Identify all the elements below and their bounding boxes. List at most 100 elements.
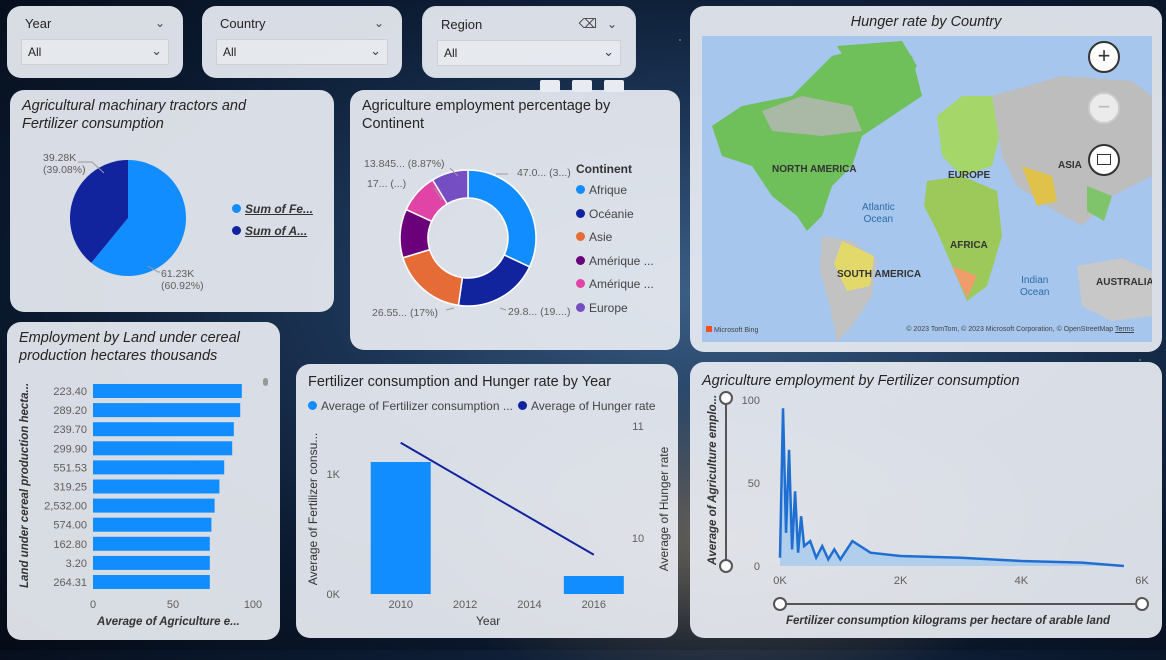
x-tick-label: 0 — [90, 599, 96, 611]
leader-line — [78, 161, 105, 174]
bing-logo: Microsoft Bing — [706, 326, 758, 334]
region-dropdown[interactable]: All ⌄ — [437, 40, 621, 66]
y-tick-label: 50 — [748, 478, 760, 490]
x-zoom-slider-handle-right[interactable] — [1135, 597, 1149, 611]
legend-label: Afrique — [589, 183, 628, 197]
label-australia: AUSTRALIA — [1096, 277, 1152, 288]
legend-item[interactable]: Amérique ... — [576, 277, 654, 291]
title-line-2: Continent — [362, 116, 425, 132]
title-line-1: Employment by Land under cereal — [19, 330, 240, 346]
legend-item[interactable]: Asie — [576, 230, 612, 244]
chevron-down-icon[interactable]: ⌄ — [154, 16, 165, 30]
area-line[interactable] — [778, 408, 1124, 568]
y-right-tick-label: 11 — [632, 421, 643, 433]
select-area-button[interactable] — [1088, 144, 1120, 176]
canada-shape[interactable] — [762, 96, 862, 136]
year-dropdown[interactable]: All ⌄ — [21, 39, 169, 65]
filter-icon[interactable] — [540, 80, 560, 92]
hunger-rate-line[interactable] — [400, 441, 595, 556]
donut-chart[interactable] — [350, 90, 680, 350]
leader-line — [449, 167, 459, 177]
pie-slice-fertilizer[interactable] — [91, 160, 186, 276]
map-copyright-text: © 2023 TomTom, © 2023 Microsoft Corporat… — [906, 326, 1114, 333]
donut-slice[interactable] — [431, 169, 469, 205]
north-america-shape[interactable] — [712, 46, 922, 231]
legend-item[interactable]: Amérique ... — [576, 254, 654, 268]
land-bar-chart[interactable]: 223.40 289.20 239.70 299.90 551.53 319.25 2,53… — [7, 322, 280, 640]
legend-item[interactable]: Océanie — [576, 207, 634, 221]
legend-item-fertilizer[interactable]: Sum of Fe... — [232, 202, 313, 216]
zoom-out-button[interactable]: − — [1088, 92, 1120, 124]
legend-item-hunger[interactable]: Average of Hunger rate — [518, 399, 656, 413]
year-dropdown-value: All — [28, 45, 42, 59]
country-slicer: Country ⌄ All ⌄ — [202, 6, 402, 78]
donut-slice[interactable] — [457, 253, 531, 307]
donut-label-asie: 26.55... (17%) — [372, 307, 438, 319]
bar[interactable] — [93, 498, 215, 513]
legend-item-fertilizer[interactable]: Average of Fertilizer consumption ... — [308, 399, 513, 413]
chevron-down-icon[interactable]: ⌄ — [373, 16, 384, 30]
zoom-in-button[interactable]: + — [1088, 41, 1120, 73]
bar[interactable] — [93, 384, 242, 398]
label-asia: ASIA — [1058, 160, 1082, 171]
label-atlantic: Atlantic Ocean — [862, 202, 895, 226]
asia-east-shape[interactable] — [1087, 186, 1112, 221]
more-options-icon[interactable] — [604, 80, 624, 92]
greenland-shape[interactable] — [837, 41, 917, 96]
focus-mode-icon[interactable] — [572, 80, 592, 92]
asia-shape[interactable] — [992, 76, 1152, 226]
label-indian-line-1: Indian — [1021, 275, 1049, 286]
leader-line — [147, 265, 160, 273]
x-zoom-slider-handle-left[interactable] — [773, 597, 787, 611]
terms-link[interactable]: Terms — [1114, 326, 1134, 333]
x-axis-label: Average of Agriculture e... — [97, 616, 240, 628]
region-dropdown-value: All — [444, 46, 458, 60]
bar[interactable] — [93, 536, 210, 551]
bar[interactable] — [93, 555, 210, 570]
donut-slice[interactable] — [467, 169, 537, 268]
leader-line — [433, 187, 443, 201]
bar[interactable] — [93, 575, 210, 589]
bar[interactable] — [93, 460, 225, 475]
area-chart[interactable]: 100 50 0 0K 2K 4K 6K — [690, 362, 1162, 638]
label-europe: EUROPE — [948, 170, 991, 181]
y-zoom-slider-handle-bottom[interactable] — [719, 559, 733, 573]
legend-item-agriculture[interactable]: Sum of A... — [232, 224, 307, 238]
y-tick-label: 289.20 — [53, 405, 87, 417]
title-line-1: Agricultural machinary tractors and — [22, 98, 247, 114]
map-canvas[interactable]: NORTH AMERICA EUROPE ASIA AFRICA SOUTH A… — [702, 36, 1152, 342]
combo-chart[interactable]: 1K 0K 11 10 2010 2012 2014 2016 — [296, 364, 678, 638]
legend-item[interactable]: Afrique — [576, 183, 627, 197]
chevron-down-icon[interactable]: ⌄ — [606, 17, 617, 31]
bar[interactable] — [93, 422, 234, 437]
bar[interactable] — [93, 441, 233, 456]
year-slicer: Year ⌄ All ⌄ — [7, 6, 183, 78]
asia-south-shape[interactable] — [1022, 166, 1057, 206]
eraser-icon[interactable]: ⌫ — [578, 16, 597, 31]
legend-item[interactable]: Europe — [576, 301, 628, 315]
africa-south-shape[interactable] — [952, 266, 977, 298]
x-tick-label: 100 — [244, 599, 262, 611]
bar[interactable] — [93, 403, 241, 418]
australia-shape[interactable] — [1077, 258, 1152, 321]
bar[interactable] — [370, 462, 431, 594]
x-tick-label: 2010 — [388, 599, 412, 611]
country-dropdown[interactable]: All ⌄ — [216, 39, 388, 65]
bar[interactable] — [93, 479, 220, 494]
europe-shape[interactable] — [937, 96, 1002, 176]
y-zoom-slider-handle-top[interactable] — [719, 391, 733, 405]
x-tick-label: 2K — [894, 575, 908, 587]
pie-chart[interactable] — [10, 90, 334, 312]
select-icon — [1097, 154, 1111, 165]
bar[interactable] — [93, 517, 212, 532]
donut-slice[interactable] — [401, 248, 464, 307]
scrollbar[interactable] — [263, 378, 268, 386]
brazil-shape[interactable] — [834, 241, 874, 291]
fertilizer-hunger-card: Fertilizer consumption and Hunger rate b… — [296, 364, 678, 638]
y-left-tick-label: 0K — [327, 589, 341, 601]
bar[interactable] — [563, 576, 624, 594]
africa-shape[interactable] — [924, 176, 1002, 301]
pie-slice-agriculture[interactable] — [70, 160, 128, 263]
y-tick-label: 162.80 — [53, 539, 87, 551]
area-fill[interactable] — [780, 408, 1124, 566]
